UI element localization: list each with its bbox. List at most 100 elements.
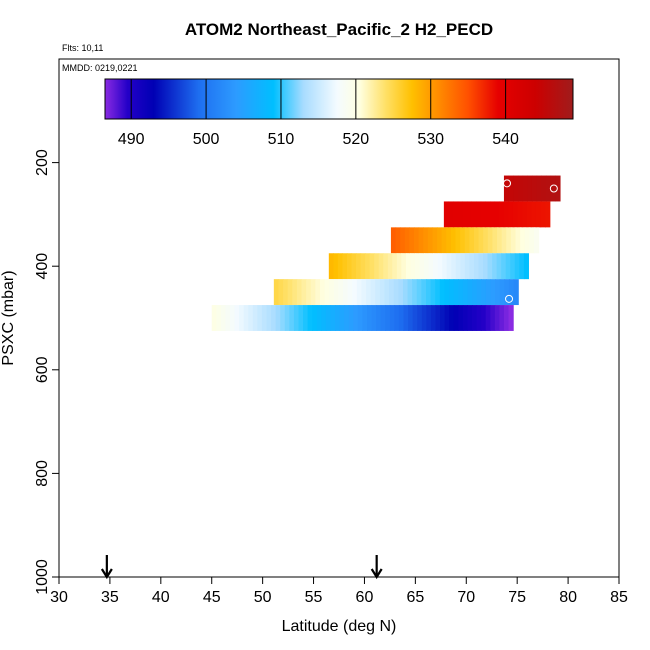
data-cell	[504, 279, 510, 306]
data-cell	[555, 175, 561, 202]
data-cell	[283, 279, 289, 306]
data-cell	[239, 305, 245, 331]
x-tick-label: 50	[254, 589, 272, 606]
data-cell	[494, 305, 501, 331]
data-cell	[324, 279, 330, 306]
data-cell	[496, 253, 502, 280]
data-cell	[312, 305, 318, 331]
data-cell	[408, 305, 414, 331]
data-cell	[287, 279, 293, 306]
data-cell	[449, 305, 455, 331]
x-tick-label: 65	[406, 589, 424, 606]
data-cell	[432, 227, 438, 254]
data-cell	[387, 253, 393, 280]
data-layer	[211, 175, 561, 331]
y-tick-label: 400	[34, 253, 51, 280]
data-cell	[389, 305, 395, 331]
data-cell	[472, 279, 478, 306]
colorbar-gradient-bar	[104, 78, 574, 120]
data-cell	[435, 279, 441, 306]
data-cell	[499, 279, 505, 306]
data-cell	[473, 253, 480, 280]
colorbar-tick-label: 490	[118, 131, 145, 148]
y-axis-label: PSXC (mbar)	[0, 270, 17, 365]
data-cell	[423, 227, 429, 254]
data-cell	[520, 227, 526, 254]
data-cell	[455, 253, 461, 280]
data-cell	[513, 279, 519, 306]
data-cell	[366, 305, 373, 331]
data-cell	[540, 201, 546, 228]
data-cell	[370, 279, 376, 306]
data-cell	[380, 305, 386, 331]
data-cell	[510, 253, 516, 280]
data-cell	[517, 201, 523, 228]
y-tick-label: 1000	[34, 559, 51, 595]
chart-title: ATOM2 Northeast_Pacific_2 H2_PECD	[185, 20, 493, 39]
data-row-2	[390, 227, 540, 254]
data-cell	[460, 253, 466, 280]
data-cell	[523, 253, 529, 280]
data-cell	[522, 175, 528, 202]
y-tick-label: 200	[34, 149, 51, 176]
data-cell	[531, 201, 537, 228]
data-cell	[342, 279, 349, 306]
data-cell	[337, 253, 344, 280]
data-cell	[275, 305, 281, 331]
data-cell	[450, 227, 457, 254]
data-cell	[289, 305, 295, 331]
data-cell	[443, 201, 450, 228]
data-row-5	[211, 305, 514, 331]
data-row-4	[273, 279, 519, 306]
x-axis: 30 35 40 45 50 55 60 65 70 75 80 85	[50, 577, 628, 606]
data-cell	[315, 279, 321, 306]
data-cell	[220, 305, 227, 331]
data-cell	[216, 305, 222, 331]
data-cell	[417, 305, 423, 331]
data-cell	[229, 305, 236, 331]
data-cell	[449, 279, 455, 306]
data-cell	[444, 279, 450, 306]
data-cell	[444, 305, 450, 331]
data-cell	[467, 305, 473, 331]
data-cell	[425, 279, 432, 306]
data-cell	[483, 253, 489, 280]
data-cell	[453, 201, 459, 228]
mmdd-label: MMDD: 0219,0221	[62, 63, 138, 73]
data-cell	[400, 227, 406, 254]
data-cell	[261, 305, 268, 331]
data-cell	[503, 305, 510, 331]
data-cell	[421, 279, 427, 306]
data-cell	[514, 253, 520, 280]
data-cell	[462, 305, 469, 331]
colorbar-tick-label: 520	[342, 131, 369, 148]
data-cell	[437, 227, 443, 254]
data-cell	[485, 201, 491, 228]
data-cell	[362, 305, 368, 331]
data-cell	[379, 279, 386, 306]
x-tick-label: 35	[101, 589, 119, 606]
data-cell	[278, 279, 284, 306]
data-cell	[501, 227, 507, 254]
data-cell	[451, 253, 457, 280]
data-cell	[508, 201, 514, 228]
x-tick-label: 70	[457, 589, 475, 606]
data-cell	[409, 227, 415, 254]
data-cell	[402, 279, 409, 306]
y-tick-label: 600	[34, 356, 51, 383]
data-cell	[271, 305, 277, 331]
data-cell	[273, 279, 280, 306]
data-cell	[413, 227, 420, 254]
data-cell	[529, 227, 535, 254]
data-cell	[446, 227, 452, 254]
data-cell	[384, 279, 390, 306]
data-cell	[398, 305, 405, 331]
data-cell	[352, 279, 358, 306]
data-cell	[457, 201, 463, 228]
data-cell	[353, 305, 359, 331]
data-cell	[440, 305, 446, 331]
data-cell	[338, 279, 344, 306]
data-cell	[490, 305, 496, 331]
data-cell	[531, 175, 538, 202]
data-cell	[347, 279, 353, 306]
